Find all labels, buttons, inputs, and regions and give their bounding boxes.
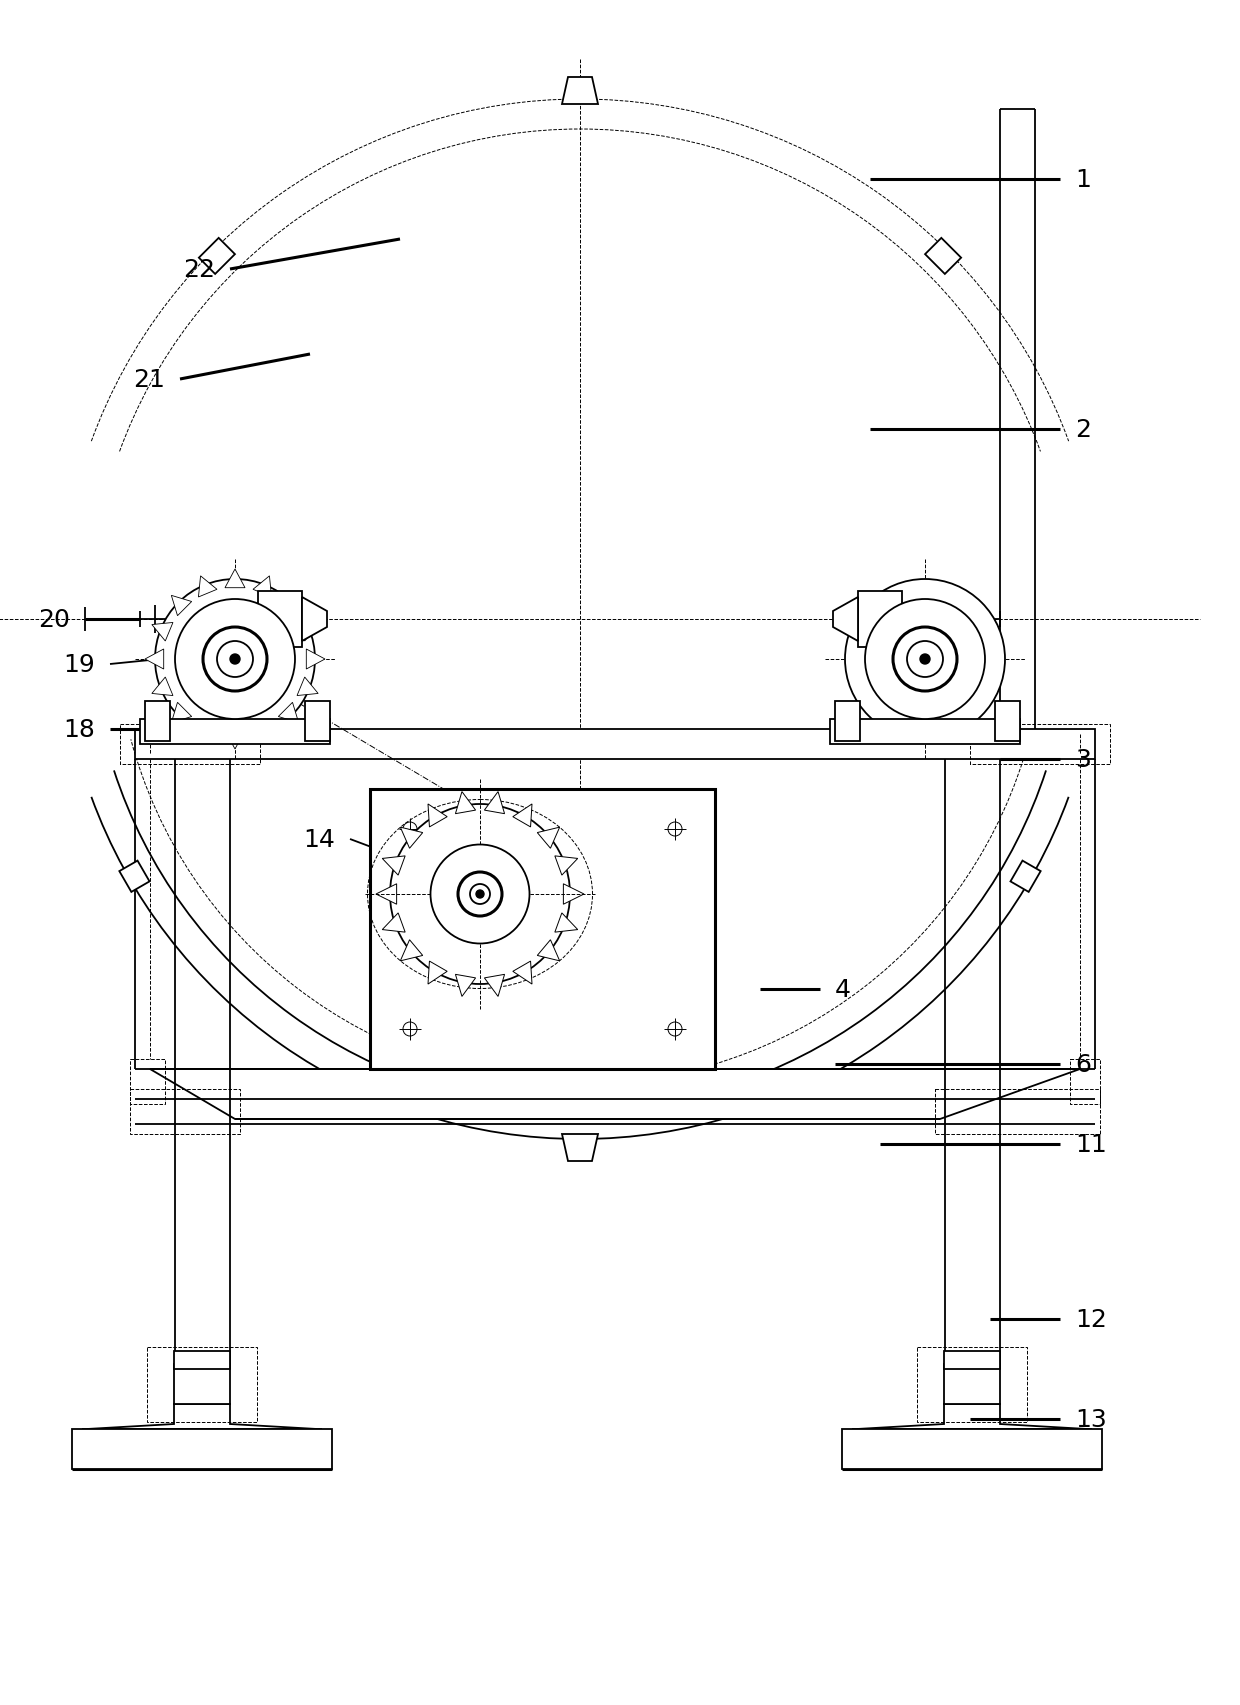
Polygon shape	[253, 721, 272, 743]
Polygon shape	[298, 677, 319, 696]
Polygon shape	[376, 885, 397, 905]
Bar	[148, 1347, 257, 1422]
Polygon shape	[563, 885, 584, 905]
Text: 13: 13	[1075, 1407, 1107, 1430]
Polygon shape	[119, 861, 150, 892]
Bar	[858, 592, 901, 648]
Text: 21: 21	[133, 368, 165, 392]
Polygon shape	[537, 939, 559, 962]
Circle shape	[391, 805, 570, 984]
Bar	[842, 1429, 1102, 1470]
Circle shape	[906, 641, 942, 677]
Polygon shape	[306, 650, 325, 670]
Text: 19: 19	[63, 653, 95, 677]
Polygon shape	[298, 622, 319, 641]
Text: 22: 22	[184, 257, 215, 281]
Polygon shape	[554, 856, 578, 876]
Circle shape	[217, 641, 253, 677]
Bar	[918, 1347, 1027, 1422]
Bar	[830, 720, 1021, 745]
Bar	[1070, 1059, 1100, 1105]
Text: 11: 11	[1075, 1132, 1107, 1156]
Polygon shape	[150, 1069, 1080, 1120]
Text: 4: 4	[835, 977, 851, 1001]
Polygon shape	[513, 962, 532, 984]
Bar	[370, 789, 715, 1069]
Text: 6: 6	[1075, 1052, 1091, 1076]
Text: 18: 18	[63, 718, 95, 742]
Polygon shape	[171, 702, 192, 723]
Text: 1: 1	[1075, 167, 1091, 193]
Polygon shape	[925, 239, 961, 275]
Bar	[174, 1350, 229, 1369]
Polygon shape	[562, 1134, 598, 1161]
Polygon shape	[253, 576, 272, 598]
Circle shape	[458, 873, 502, 917]
Polygon shape	[278, 702, 299, 723]
Circle shape	[920, 655, 930, 665]
Polygon shape	[1011, 861, 1040, 892]
Polygon shape	[198, 721, 217, 743]
Polygon shape	[537, 827, 559, 849]
Bar	[72, 1429, 332, 1470]
Polygon shape	[485, 975, 505, 997]
Bar	[305, 701, 330, 742]
Bar	[174, 1364, 229, 1405]
Bar	[970, 725, 1110, 764]
Text: 2: 2	[1075, 418, 1091, 442]
Bar	[835, 701, 861, 742]
Polygon shape	[303, 598, 327, 641]
Bar	[994, 701, 1021, 742]
Polygon shape	[278, 597, 299, 616]
Polygon shape	[145, 650, 164, 670]
Text: 3: 3	[1075, 747, 1091, 772]
Circle shape	[430, 846, 529, 945]
Circle shape	[476, 890, 484, 899]
Polygon shape	[833, 598, 858, 641]
Circle shape	[866, 600, 985, 720]
Circle shape	[203, 627, 267, 692]
Polygon shape	[401, 827, 423, 849]
Bar	[258, 592, 303, 648]
Circle shape	[175, 600, 295, 720]
Polygon shape	[455, 793, 476, 815]
Bar	[130, 1059, 165, 1105]
Circle shape	[893, 627, 957, 692]
Bar	[140, 720, 330, 745]
Bar	[944, 1364, 999, 1405]
Bar	[120, 725, 260, 764]
Polygon shape	[382, 914, 405, 933]
Polygon shape	[428, 805, 448, 827]
Text: 12: 12	[1075, 1308, 1107, 1332]
Polygon shape	[198, 239, 234, 275]
Polygon shape	[455, 975, 476, 997]
Polygon shape	[224, 731, 246, 750]
Polygon shape	[562, 78, 598, 106]
Circle shape	[155, 580, 315, 740]
Polygon shape	[428, 962, 448, 984]
Polygon shape	[151, 622, 172, 641]
Text: 20: 20	[38, 607, 69, 631]
Polygon shape	[513, 805, 532, 827]
Polygon shape	[485, 793, 505, 815]
Bar	[145, 701, 170, 742]
Polygon shape	[382, 856, 405, 876]
Text: 14: 14	[303, 827, 335, 851]
Polygon shape	[224, 569, 246, 588]
Polygon shape	[857, 1405, 1087, 1429]
Polygon shape	[401, 939, 423, 962]
Circle shape	[844, 580, 1004, 740]
Polygon shape	[87, 1405, 317, 1429]
Circle shape	[470, 885, 490, 904]
Circle shape	[229, 655, 241, 665]
Polygon shape	[198, 576, 217, 598]
Bar	[130, 1089, 241, 1134]
Polygon shape	[554, 914, 578, 933]
Polygon shape	[171, 597, 192, 616]
Bar	[935, 1089, 1100, 1134]
Bar	[944, 1350, 999, 1369]
Bar	[135, 730, 1095, 759]
Polygon shape	[151, 677, 172, 696]
